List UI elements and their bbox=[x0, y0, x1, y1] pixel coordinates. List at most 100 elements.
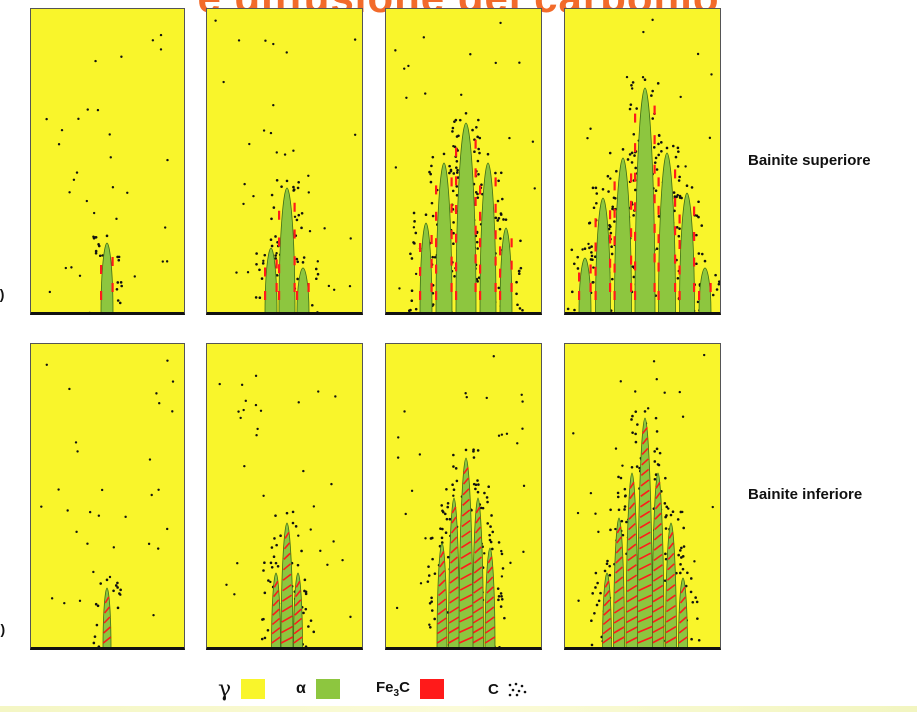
carbon-dot bbox=[671, 510, 675, 514]
cementite-carbide bbox=[666, 573, 676, 581]
cementite-carbide bbox=[461, 519, 471, 528]
carbon-dot bbox=[243, 182, 246, 186]
carbon-dot bbox=[276, 565, 280, 568]
cementite-carbide bbox=[450, 283, 453, 292]
carbon-dot bbox=[623, 487, 627, 491]
carbon-dot bbox=[475, 125, 478, 129]
carbon-dot bbox=[50, 597, 54, 600]
cementite-carbide bbox=[484, 636, 496, 644]
carbon-dot bbox=[590, 619, 593, 622]
cementite-carbide bbox=[474, 526, 482, 534]
carbon-dot bbox=[394, 166, 398, 169]
panel-upper-3 bbox=[385, 8, 542, 315]
carbon-dot bbox=[165, 527, 169, 531]
carbon-dot bbox=[594, 571, 598, 575]
carbon-dot bbox=[646, 407, 650, 410]
carbon-dot bbox=[119, 593, 122, 596]
cementite-carbide bbox=[275, 283, 278, 292]
carbon-dot bbox=[653, 460, 657, 463]
carbon-dot bbox=[610, 245, 613, 249]
carbon-dot bbox=[88, 311, 91, 312]
carbon-dot bbox=[451, 483, 454, 487]
carbon-dot bbox=[74, 441, 78, 444]
carbon-dot bbox=[621, 148, 625, 151]
carbon-dot bbox=[650, 94, 653, 97]
carbon-dot bbox=[522, 484, 526, 488]
carbon-dot bbox=[244, 399, 247, 403]
cementite-carbide bbox=[450, 546, 458, 554]
carbon-dot bbox=[316, 272, 320, 276]
carbon-dot bbox=[155, 392, 158, 395]
cementite-carbide bbox=[264, 267, 267, 277]
carbon-dot bbox=[621, 464, 624, 467]
carbon-dot bbox=[481, 506, 485, 510]
carbon-dot bbox=[446, 555, 450, 559]
cementite-carbide bbox=[459, 604, 473, 612]
carbon-dot bbox=[327, 284, 331, 288]
carbon-dot bbox=[269, 131, 273, 135]
carbon-dot bbox=[691, 600, 695, 604]
carbon-dot bbox=[500, 575, 504, 578]
carbon-dot bbox=[676, 193, 679, 197]
carbon-dot bbox=[634, 390, 637, 393]
carbon-dot bbox=[695, 214, 699, 217]
cementite-carbide bbox=[435, 238, 438, 248]
carbon-dot bbox=[297, 401, 300, 404]
carbon-dot bbox=[116, 586, 119, 589]
carbon-dot bbox=[633, 154, 636, 157]
carbon-dot bbox=[292, 149, 295, 152]
carbon-dot bbox=[474, 487, 477, 491]
carbon-dot bbox=[452, 453, 455, 457]
carbon-dot bbox=[686, 571, 689, 575]
carbon-dot bbox=[664, 552, 667, 556]
carbon-dot bbox=[262, 129, 266, 132]
carbon-dot bbox=[587, 221, 591, 225]
cementite-carbide bbox=[665, 615, 677, 623]
carbon-dot bbox=[274, 235, 277, 238]
carbon-dot bbox=[581, 248, 584, 251]
carbon-dot bbox=[589, 491, 593, 495]
carbon-dot bbox=[446, 502, 450, 505]
carbon-dot bbox=[112, 546, 116, 549]
cementite-carbide bbox=[615, 546, 623, 554]
cementite-carbide bbox=[282, 563, 292, 571]
carbon-dot bbox=[519, 239, 522, 243]
cementite-carbide bbox=[486, 586, 494, 594]
legend: γ α Fe3C C bbox=[0, 672, 917, 706]
carbon-dot bbox=[275, 151, 278, 154]
cementite-carbide bbox=[653, 105, 656, 115]
carbon-dot bbox=[681, 510, 684, 514]
carbon-dot bbox=[630, 418, 633, 421]
carbon-dot bbox=[443, 512, 447, 516]
cementite-carbide bbox=[628, 512, 636, 520]
cementite-carbide bbox=[487, 556, 493, 564]
carbon-dot bbox=[515, 292, 518, 296]
carbon-dot bbox=[330, 482, 333, 486]
carbon-dot bbox=[405, 96, 408, 99]
carbon-dot bbox=[591, 186, 595, 190]
cementite-carbide bbox=[652, 574, 664, 582]
carbon-dot bbox=[469, 53, 472, 56]
cementite-carbide bbox=[104, 596, 110, 604]
cementite-carbide bbox=[448, 626, 460, 634]
cementite-carbide bbox=[450, 256, 453, 266]
cementite-carbide bbox=[613, 263, 616, 273]
cementite-carbide bbox=[678, 626, 688, 634]
carbon-dot bbox=[499, 592, 503, 595]
carbon-dot bbox=[114, 584, 118, 587]
carbon-dot bbox=[477, 276, 481, 279]
cementite-carbide bbox=[678, 214, 681, 224]
carbon-dot bbox=[233, 593, 236, 596]
carbon-dot bbox=[475, 240, 479, 244]
microstructure-upper-1 bbox=[45, 33, 169, 312]
cementite-carbide bbox=[449, 586, 459, 594]
carbon-dot bbox=[695, 600, 699, 604]
carbon-dot bbox=[407, 64, 410, 68]
carbon-dot bbox=[623, 505, 627, 508]
carbon-dot bbox=[426, 580, 430, 583]
carbon-dot bbox=[76, 450, 79, 453]
microstructure-lower-1 bbox=[40, 359, 175, 647]
carbon-dot bbox=[112, 589, 115, 593]
cementite-carbide bbox=[630, 228, 633, 238]
carbon-dot bbox=[269, 561, 273, 565]
